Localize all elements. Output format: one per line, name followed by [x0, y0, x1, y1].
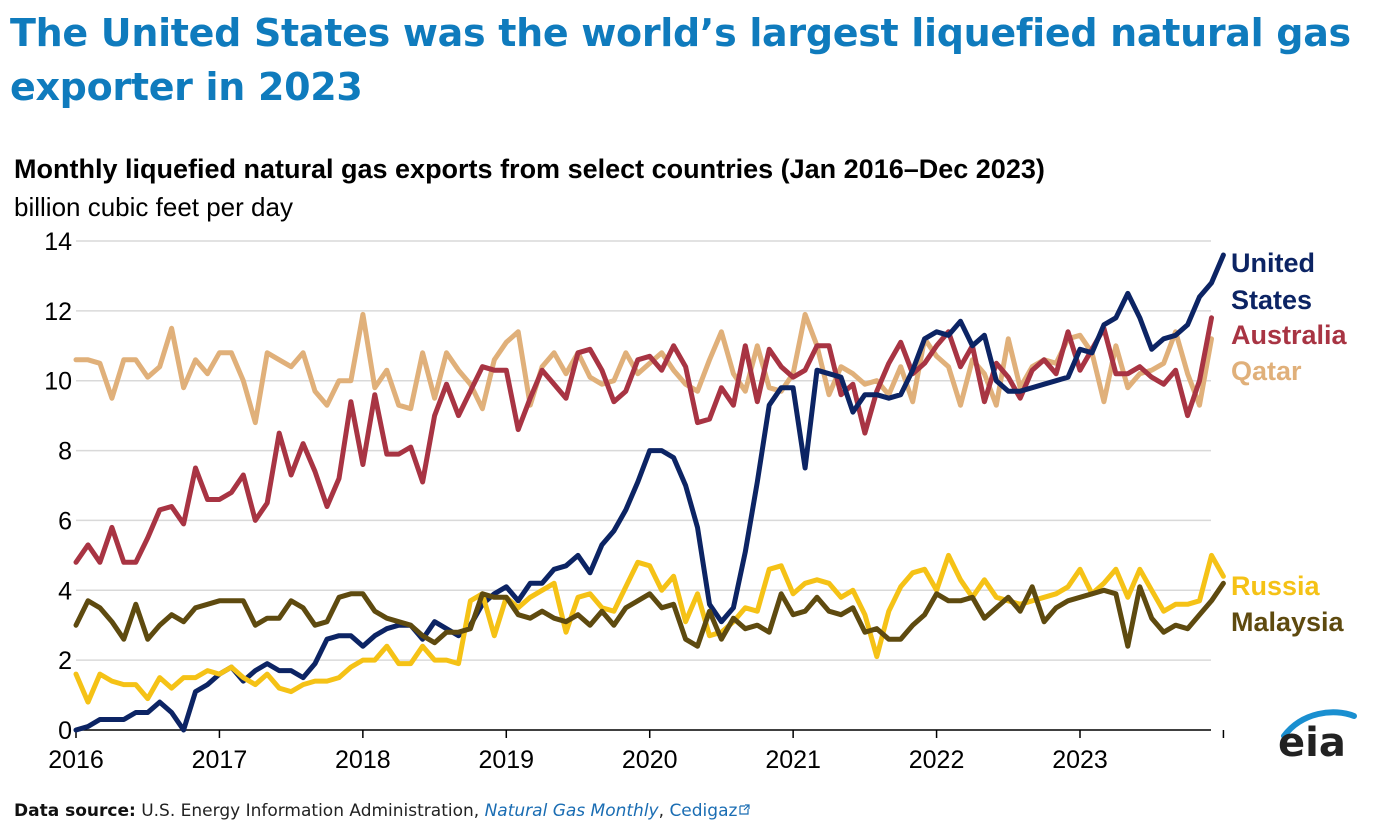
- series-labels: Qatar Australia United States Russia Malaysia: [1231, 248, 1348, 637]
- y-tick-label: 8: [58, 438, 72, 466]
- series-label-qatar: Qatar: [1231, 356, 1302, 386]
- footer-link-text[interactable]: Cedigaz: [669, 801, 738, 821]
- series-line-malaysia: [73, 580, 1226, 649]
- series-line-qatar: [73, 311, 1214, 426]
- y-tick-label: 2: [58, 647, 72, 675]
- series-lines: [73, 252, 1226, 733]
- footer-label: Data source:: [14, 801, 136, 821]
- y-tick-label: 6: [58, 507, 72, 535]
- eia-logo: eia: [1276, 706, 1366, 776]
- chart-subtitle: Monthly liquefied natural gas exports fr…: [14, 154, 1045, 184]
- series-label-united-states: United: [1231, 248, 1315, 278]
- x-tick-label: 2018: [335, 746, 391, 774]
- y-tick-label: 0: [58, 717, 72, 745]
- series-label-malaysia: Malaysia: [1231, 607, 1345, 637]
- logo-swoosh-icon: [1281, 709, 1357, 739]
- x-tick-label: 2017: [192, 746, 248, 774]
- x-tick-label: 2021: [765, 746, 821, 774]
- y-tick-label: 14: [44, 228, 72, 256]
- series-line-australia: [73, 315, 1214, 565]
- y-tick-label: 10: [44, 368, 72, 396]
- units-label: billion cubic feet per day: [14, 192, 293, 222]
- y-tick-label: 4: [58, 577, 72, 605]
- footer-link[interactable]: Cedigaz: [669, 800, 751, 821]
- footer-separator: ,: [658, 801, 665, 821]
- x-tick-label: 2016: [48, 746, 104, 774]
- x-tick-label: 2022: [909, 746, 965, 774]
- gridlines: [76, 240, 1211, 661]
- series-label-united-states: States: [1231, 285, 1312, 315]
- series-label-russia: Russia: [1231, 571, 1321, 601]
- logo-text: eia: [1278, 720, 1346, 766]
- axes: 0 2 4 6 8 10 12 14 2016 2017 2018 2019 2020 2021 2022 2…: [44, 228, 1225, 774]
- footer-italic-source[interactable]: Natural Gas Monthly: [484, 801, 659, 821]
- y-tick-label: 12: [44, 298, 72, 326]
- footer-source: Data source: U.S. Energy Information Adm…: [14, 800, 751, 821]
- x-tick-label: 2023: [1052, 746, 1108, 774]
- series-label-australia: Australia: [1231, 320, 1348, 350]
- external-link-icon: [739, 800, 751, 820]
- series-line-united-states: [73, 252, 1226, 733]
- x-tick-label: 2019: [478, 746, 534, 774]
- series-line-russia: [73, 552, 1226, 705]
- x-tick-label: 2020: [622, 746, 678, 774]
- headline: The United States was the world’s larges…: [10, 11, 1351, 109]
- footer-text: U.S. Energy Information Administration,: [141, 801, 480, 821]
